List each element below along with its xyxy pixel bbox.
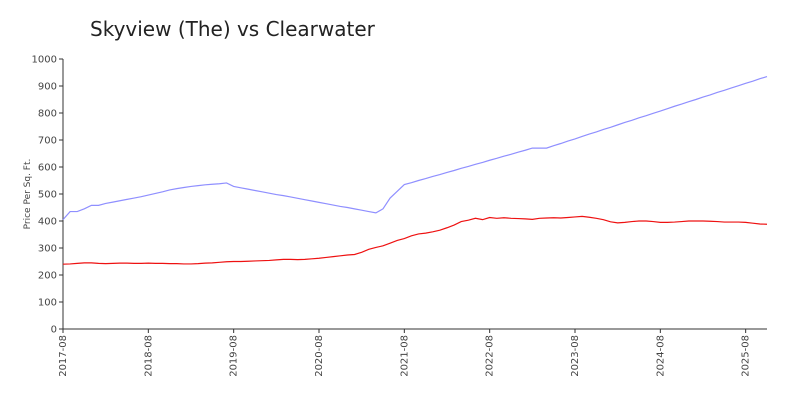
line-series (62, 215, 768, 265)
line-series (62, 75, 768, 221)
y-tick-label: 200 (38, 271, 57, 282)
y-tick-label: 500 (38, 190, 57, 201)
x-tick-label: 2020-08 (314, 335, 325, 377)
y-tick-label: 900 (38, 82, 57, 93)
x-tick-label: 2024-08 (655, 335, 666, 377)
y-tick-label: 300 (38, 244, 57, 255)
y-tick-label: 400 (38, 217, 57, 228)
y-tick-label: 600 (38, 163, 57, 174)
y-tick-label: 1000 (32, 55, 57, 66)
x-tick-label: 2018-08 (143, 335, 154, 377)
y-axis-label: Price Per Sq. Ft. (23, 159, 33, 230)
x-tick-label: 2017-08 (58, 335, 69, 377)
x-tick-label: 2022-08 (485, 335, 496, 377)
x-tick-label: 2021-08 (399, 335, 410, 377)
y-tick-label: 0 (51, 325, 57, 336)
x-tick-label: 2025-08 (741, 335, 752, 377)
x-tick-label: 2019-08 (229, 335, 240, 377)
y-tick-label: 800 (38, 109, 57, 120)
chart-title: Skyview (The) vs Clearwater (90, 17, 376, 41)
x-tick-label: 2023-08 (570, 335, 581, 377)
y-tick-label: 700 (38, 136, 57, 147)
y-tick-label: 100 (38, 298, 57, 309)
